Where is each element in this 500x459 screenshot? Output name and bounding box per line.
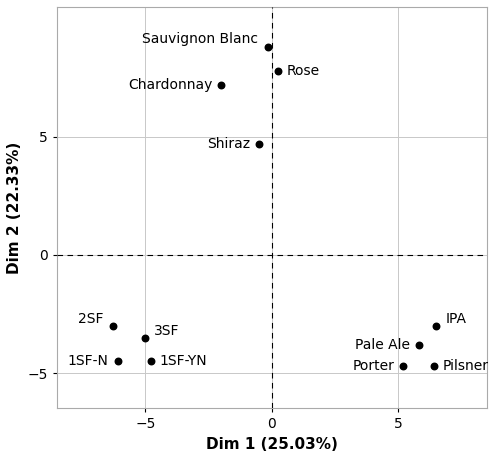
Point (146, 358, 154, 365)
Text: Porter: Porter (352, 359, 395, 373)
Point (400, 362, 407, 369)
Text: Chardonnay: Chardonnay (128, 78, 212, 92)
X-axis label: Dim 1 (25.03%): Dim 1 (25.03%) (206, 437, 338, 452)
Text: Pale Ale: Pale Ale (355, 338, 410, 352)
Y-axis label: Dim 2 (22.33%): Dim 2 (22.33%) (7, 141, 22, 274)
Point (414, 341, 422, 348)
Text: IPA: IPA (445, 312, 466, 326)
Point (218, 81, 226, 89)
Text: 2SF: 2SF (78, 312, 104, 326)
Point (264, 44, 272, 51)
Point (432, 322, 440, 330)
Point (142, 334, 150, 341)
Text: Sauvignon Blanc: Sauvignon Blanc (142, 32, 258, 46)
Text: 1SF-YN: 1SF-YN (160, 354, 207, 368)
Text: Shiraz: Shiraz (208, 137, 250, 151)
Text: 1SF-N: 1SF-N (68, 354, 109, 368)
Point (430, 362, 438, 369)
Text: Rose: Rose (287, 64, 320, 78)
Text: Pilsner: Pilsner (442, 359, 488, 373)
Point (256, 140, 264, 148)
Text: 3SF: 3SF (154, 324, 180, 337)
Point (108, 322, 116, 330)
Point (274, 67, 282, 74)
Point (114, 358, 122, 365)
